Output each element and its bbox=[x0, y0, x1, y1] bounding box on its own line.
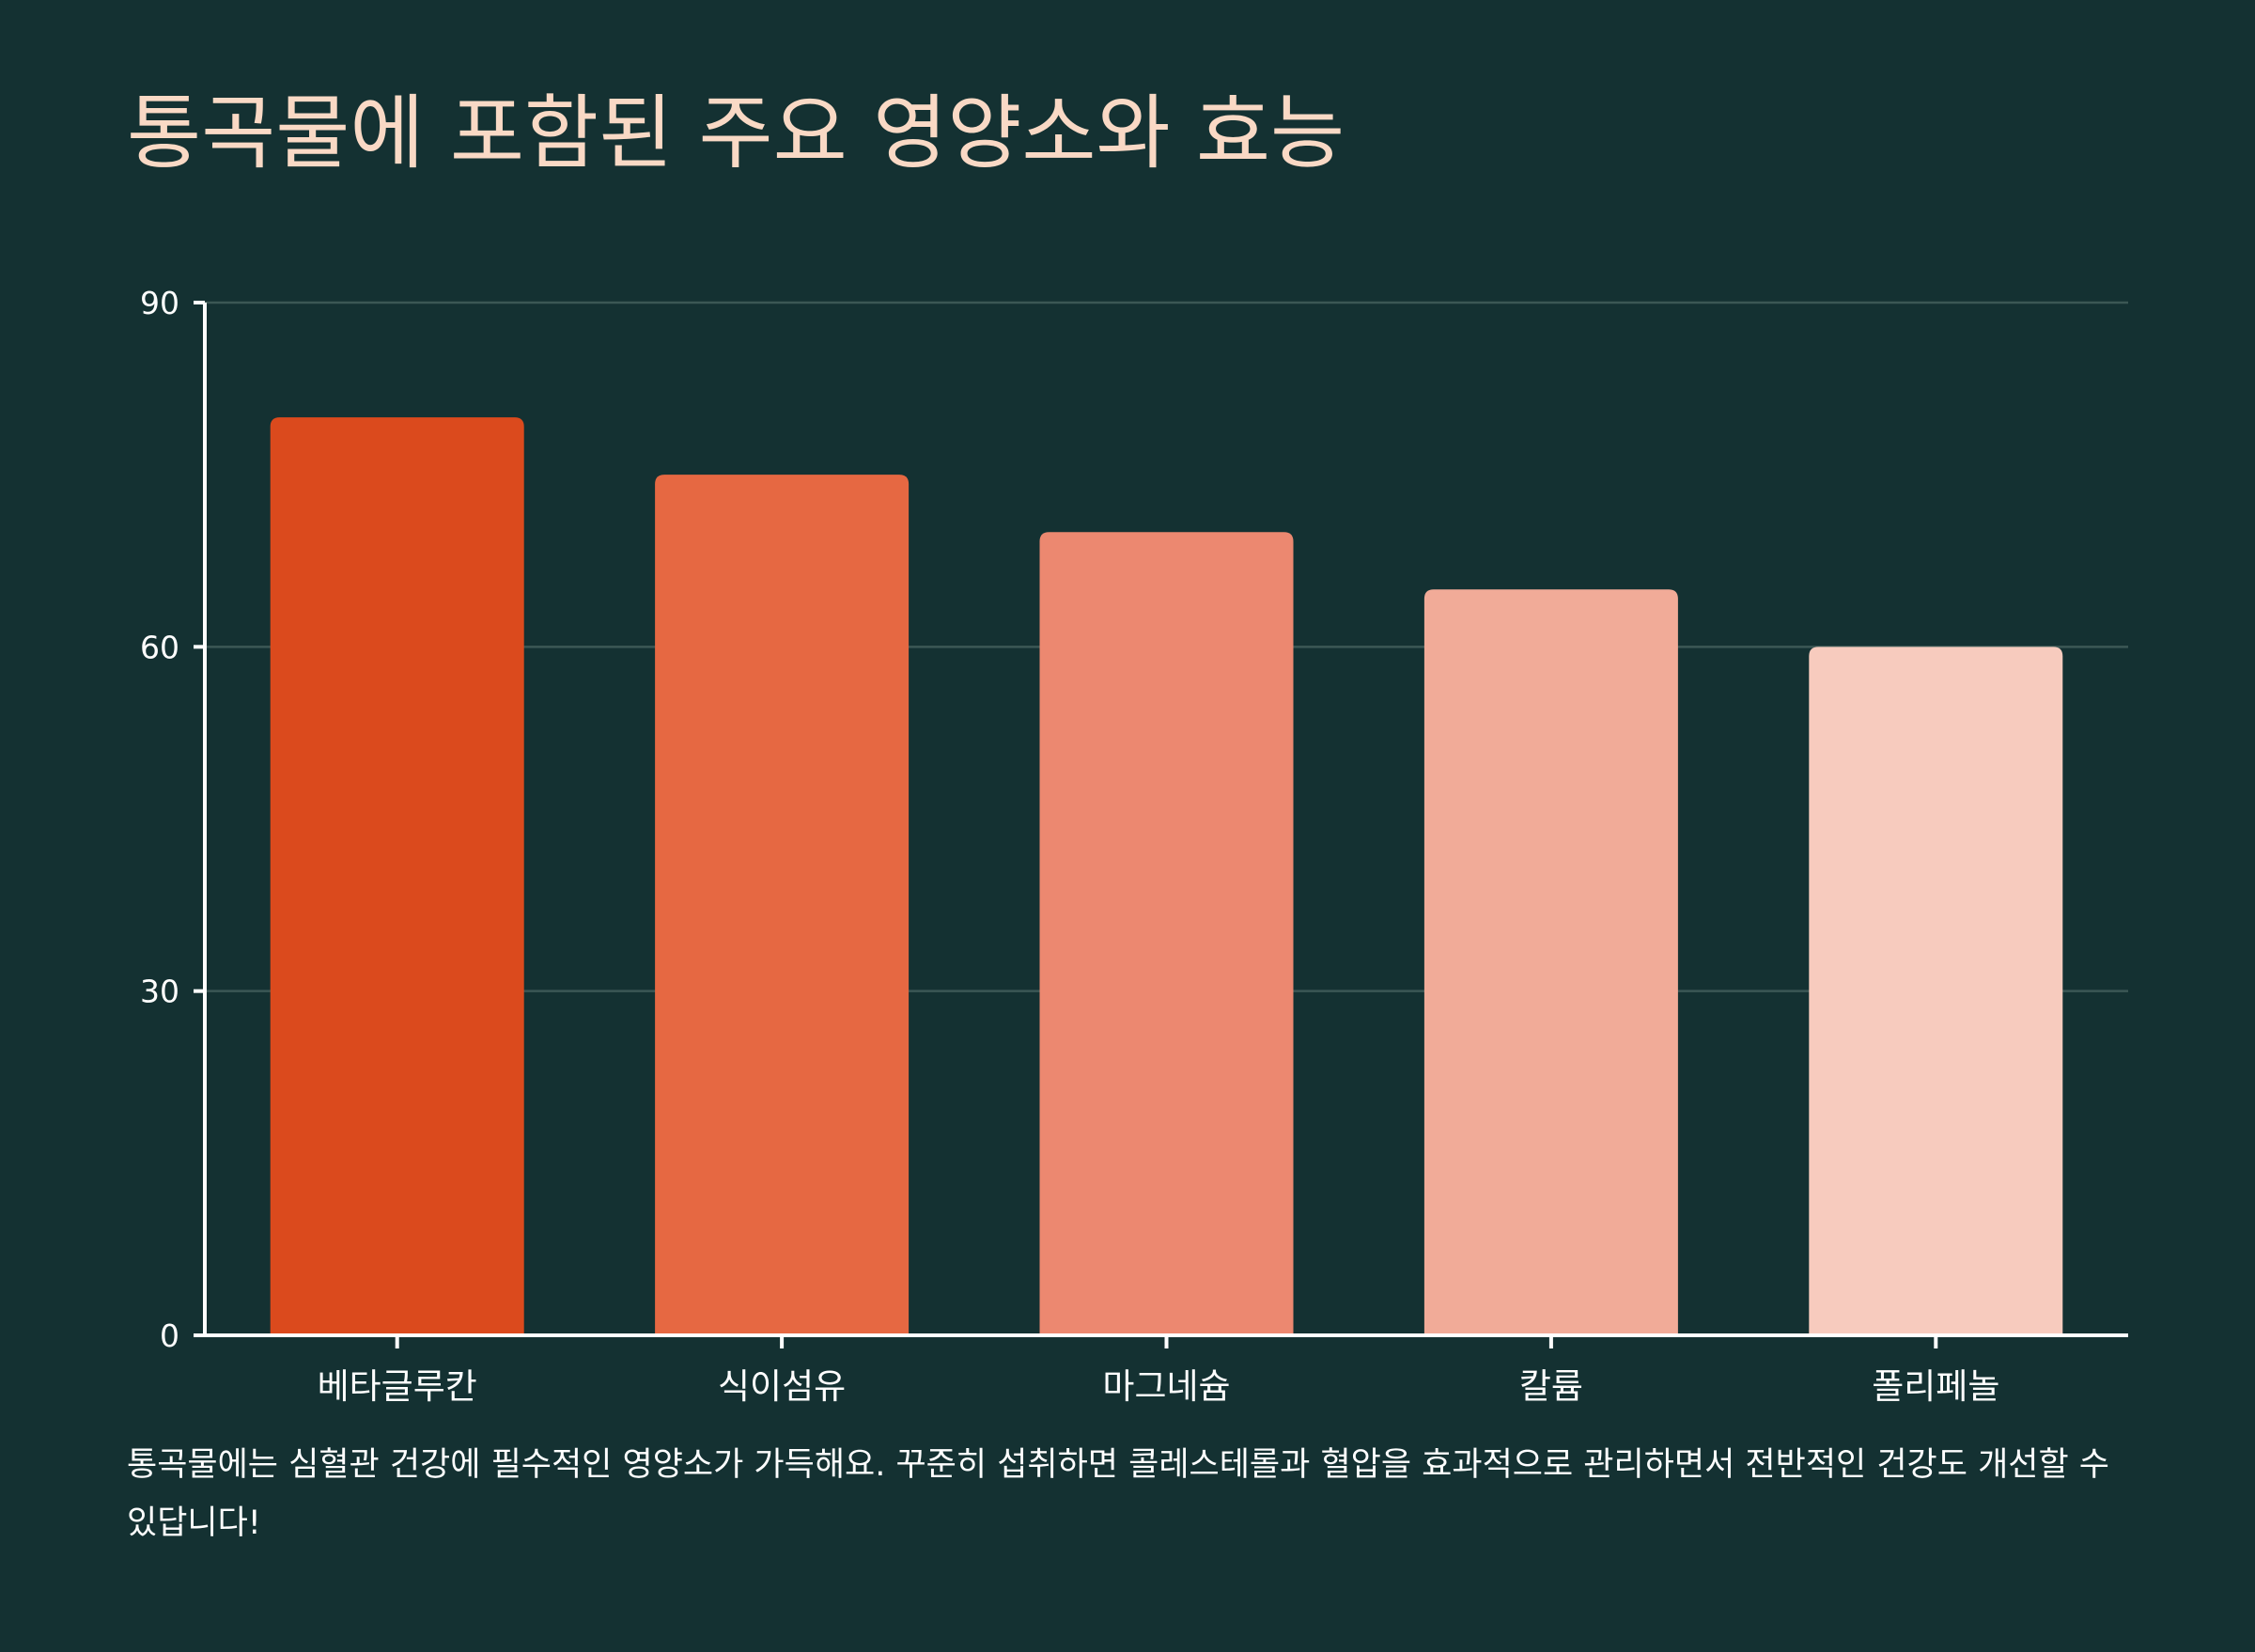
bar-1 bbox=[270, 417, 524, 1336]
y-tick-label: 60 bbox=[140, 629, 179, 665]
x-tick-label: 마그네슘 bbox=[1102, 1366, 1230, 1407]
x-tick-label: 베타글루칸 bbox=[318, 1366, 477, 1407]
tick-labels: 0 30 60 90 베타글루칸 식이섬유 마그네슘 칼륨 폴리페놀 bbox=[140, 285, 1999, 1407]
x-tick-label: 식이섬유 bbox=[718, 1366, 846, 1407]
y-tick-label: 90 bbox=[140, 285, 179, 321]
bar-4 bbox=[1423, 589, 1678, 1335]
y-tick-label: 30 bbox=[140, 974, 179, 1010]
chart-caption: 통곡물에는 심혈관 건강에 필수적인 영양소가 가득해요. 꾸준히 섭취하면 콜… bbox=[127, 1446, 2110, 1542]
axes bbox=[194, 301, 2128, 1348]
y-tick-label: 0 bbox=[160, 1317, 179, 1354]
bars bbox=[270, 417, 2063, 1336]
bar-3 bbox=[1039, 532, 1294, 1335]
x-tick-label: 칼륨 bbox=[1519, 1366, 1583, 1407]
x-tick-label: 폴리페놀 bbox=[1872, 1366, 1999, 1407]
chart-title: 통곡물에 포함된 주요 영양소와 효능 bbox=[127, 86, 1345, 180]
bar-2 bbox=[655, 475, 910, 1336]
bar-5 bbox=[1809, 647, 2063, 1335]
